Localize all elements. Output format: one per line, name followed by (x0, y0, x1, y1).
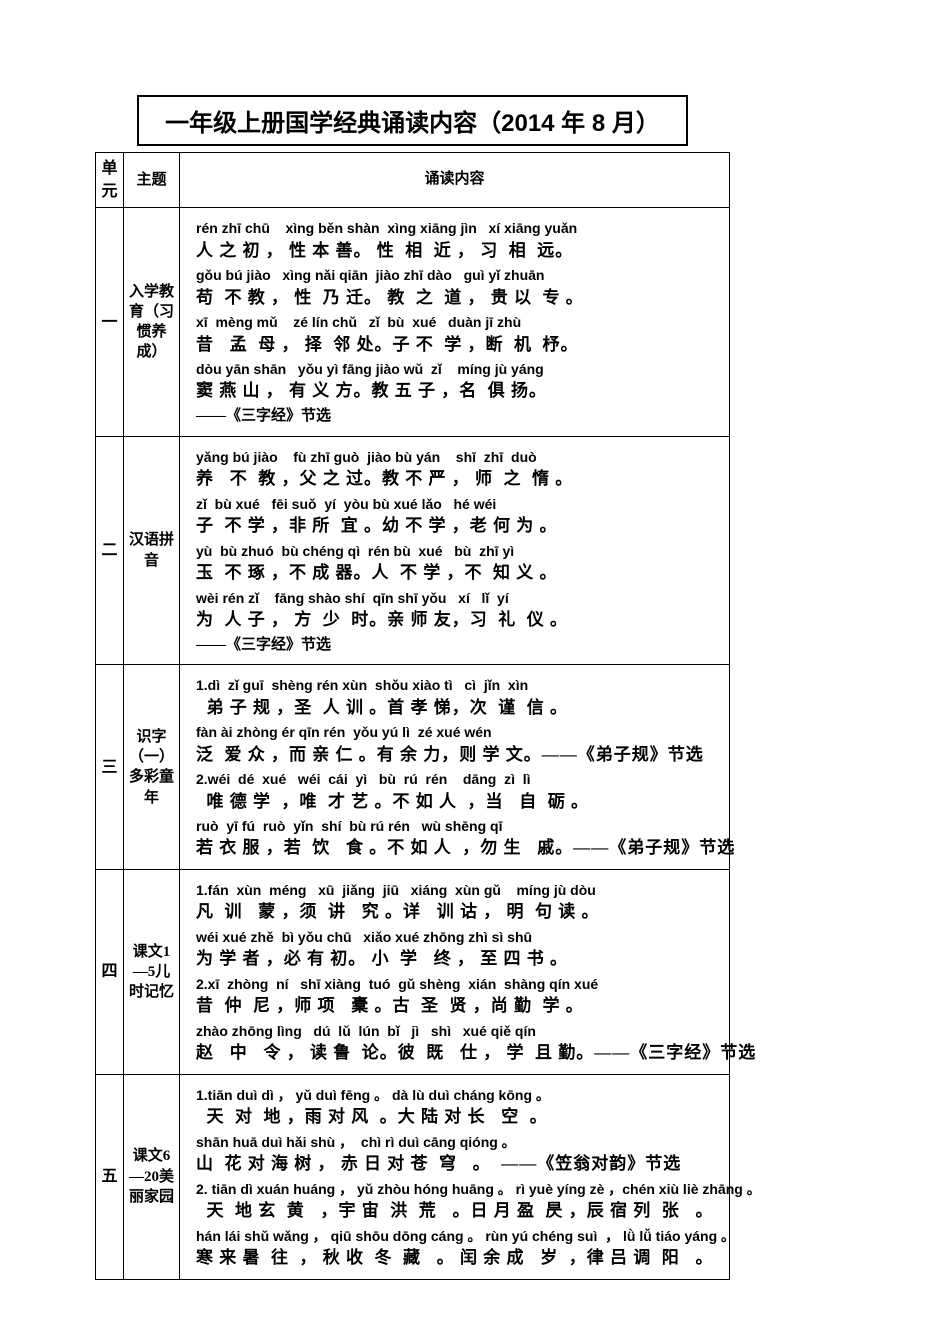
unit-cell: 五 (96, 1074, 124, 1279)
pinyin-line: xī mèng mǔ zé lín chǔ zǐ bù xué duàn jī … (196, 312, 719, 332)
content-cell: yǎng bú jiào fù zhī guò jiào bù yán shī … (180, 436, 730, 665)
hanzi-line: 天 对 地 ，雨 对 风 。大 陆 对 长 空 。 (196, 1105, 719, 1130)
hanzi-line: 弟 子 规 ，圣 人 训 。首 孝 悌，次 谨 信 。 (196, 696, 719, 721)
document-title: 一年级上册国学经典诵读内容（2014 年 8 月） (137, 95, 688, 146)
content-cell: 1.fán xùn méng xū jiǎng jiū xiáng xùn gǔ… (180, 870, 730, 1075)
unit-cell: 一 (96, 208, 124, 437)
title-wrap: 一年级上册国学经典诵读内容（2014 年 8 月） (95, 95, 730, 146)
pinyin-line: yù bù zhuó bù chéng qì rén bù xué bù zhī… (196, 541, 719, 561)
pinyin-line: wéi xué zhě bì yǒu chū xiǎo xué zhōng zh… (196, 927, 719, 947)
unit-cell: 二 (96, 436, 124, 665)
hanzi-line: 赵 中 令 ， 读 鲁 论。彼 既 仕 ， 学 且 勤。——《三字经》节选 (196, 1041, 719, 1066)
hanzi-line: 窦 燕 山 ， 有 义 方。教 五 子 ，名 俱 扬。 (196, 379, 719, 404)
content-table: 单元 主题 诵读内容 一 入学教育（习惯养成） rén zhī chū xìng… (95, 152, 730, 1280)
pinyin-line: 2.wéi dé xué wéi cái yì bù rú rén dāng z… (196, 769, 719, 789)
table-row: 一 入学教育（习惯养成） rén zhī chū xìng běn shàn x… (96, 208, 730, 437)
hanzi-line: 凡 训 蒙 ，须 讲 究 。详 训 诂 ， 明 句 读 。 (196, 900, 719, 925)
pinyin-line: 1.dì zǐ guī shèng rén xùn shǒu xiào tì c… (196, 675, 719, 695)
content-cell: 1.dì zǐ guī shèng rén xùn shǒu xiào tì c… (180, 665, 730, 870)
hanzi-line: 昔 孟 母 ， 择 邻 处。子 不 学 ，断 机 杼。 (196, 333, 719, 358)
hanzi-line: 寒 来 暑 往 ， 秋 收 冬 藏 。 闰 余 成 岁 ，律 吕 调 阳 。 (196, 1246, 719, 1271)
pinyin-line: hán lái shǔ wǎng ， qiū shōu dōng cáng 。 … (196, 1226, 719, 1246)
pinyin-line: fàn ài zhòng ér qīn rén yǒu yú lì zé xué… (196, 722, 719, 742)
content-cell: rén zhī chū xìng běn shàn xìng xiāng jìn… (180, 208, 730, 437)
theme-cell: 入学教育（习惯养成） (124, 208, 180, 437)
hanzi-line: 昔 仲 尼 ，师 项 橐 。古 圣 贤 ，尚 勤 学 。 (196, 994, 719, 1019)
hanzi-line: 山 花 对 海 树 ， 赤 日 对 苍 穹 。 ——《笠翁对韵》节选 (196, 1152, 719, 1177)
source-line: ——《三字经》节选 (196, 635, 719, 657)
pinyin-line: dòu yān shān yǒu yì fāng jiào wǔ zǐ míng… (196, 359, 719, 379)
hanzi-line: 天 地 玄 黄 ，宇 宙 洪 荒 。日 月 盈 昃 ，辰 宿 列 张 。 (196, 1199, 719, 1224)
pinyin-line: wèi rén zǐ fāng shào shí qīn shī yǒu xí … (196, 588, 719, 608)
header-theme: 主题 (124, 153, 180, 208)
content-cell: 1.tiān duì dì ， yǔ duì fēng 。 dà lù duì … (180, 1074, 730, 1279)
theme-cell: 识字（一）多彩童年 (124, 665, 180, 870)
pinyin-line: 2. tiān dì xuán huáng ， yǔ zhòu hóng huā… (196, 1179, 719, 1199)
document-page: 一年级上册国学经典诵读内容（2014 年 8 月） 单元 主题 诵读内容 一 入… (0, 0, 790, 1320)
unit-cell: 三 (96, 665, 124, 870)
pinyin-line: zhào zhōng lìng dú lǔ lún bǐ jì shì xué … (196, 1021, 719, 1041)
header-unit: 单元 (96, 153, 124, 208)
hanzi-line: 为 人 子 ， 方 少 时。亲 师 友，习 礼 仪 。 (196, 608, 719, 633)
pinyin-line: 1.fán xùn méng xū jiǎng jiū xiáng xùn gǔ… (196, 880, 719, 900)
table-row: 三 识字（一）多彩童年 1.dì zǐ guī shèng rén xùn sh… (96, 665, 730, 870)
hanzi-line: 泛 爱 众 ，而 亲 仁 。有 余 力，则 学 文。——《弟子规》节选 (196, 743, 719, 768)
table-row: 五 课文6—20美丽家园 1.tiān duì dì ， yǔ duì fēng… (96, 1074, 730, 1279)
hanzi-line: 苟 不 教 ， 性 乃 迁。 教 之 道 ， 贵 以 专 。 (196, 286, 719, 311)
hanzi-line: 人 之 初 ， 性 本 善。 性 相 近 ， 习 相 远。 (196, 239, 719, 264)
table-row: 二 汉语拼音 yǎng bú jiào fù zhī guò jiào bù y… (96, 436, 730, 665)
pinyin-line: gǒu bú jiào xìng nǎi qiān jiào zhī dào g… (196, 265, 719, 285)
hanzi-line: 玉 不 琢 ，不 成 器。人 不 学 ，不 知 义 。 (196, 561, 719, 586)
pinyin-line: yǎng bú jiào fù zhī guò jiào bù yán shī … (196, 447, 719, 467)
pinyin-line: 2.xī zhòng ní shī xiàng tuó gǔ shèng xiá… (196, 974, 719, 994)
pinyin-line: rén zhī chū xìng běn shàn xìng xiāng jìn… (196, 218, 719, 238)
hanzi-line: 唯 德 学 ，唯 才 艺 。不 如 人 ，当 自 砺 。 (196, 790, 719, 815)
unit-cell: 四 (96, 870, 124, 1075)
hanzi-line: 若 衣 服 ，若 饮 食 。不 如 人 ，勿 生 戚。——《弟子规》节选 (196, 836, 719, 861)
pinyin-line: shān huā duì hǎi shù ， chì rì duì cāng q… (196, 1132, 719, 1152)
table-row: 四 课文1—5儿时记忆 1.fán xùn méng xū jiǎng jiū … (96, 870, 730, 1075)
theme-cell: 课文1—5儿时记忆 (124, 870, 180, 1075)
hanzi-line: 为 学 者 ，必 有 初。 小 学 终 ， 至 四 书 。 (196, 947, 719, 972)
hanzi-line: 养 不 教 ，父 之 过。教 不 严 ， 师 之 惰 。 (196, 467, 719, 492)
theme-cell: 课文6—20美丽家园 (124, 1074, 180, 1279)
pinyin-line: ruò yī fú ruò yǐn shí bù rú rén wù shēng… (196, 816, 719, 836)
theme-cell: 汉语拼音 (124, 436, 180, 665)
source-line: ——《三字经》节选 (196, 406, 719, 428)
table-header-row: 单元 主题 诵读内容 (96, 153, 730, 208)
pinyin-line: 1.tiān duì dì ， yǔ duì fēng 。 dà lù duì … (196, 1085, 719, 1105)
hanzi-line: 子 不 学 ，非 所 宜 。幼 不 学 ，老 何 为 。 (196, 514, 719, 539)
pinyin-line: zǐ bù xué fēi suǒ yí yòu bù xué lǎo hé w… (196, 494, 719, 514)
header-content: 诵读内容 (180, 153, 730, 208)
